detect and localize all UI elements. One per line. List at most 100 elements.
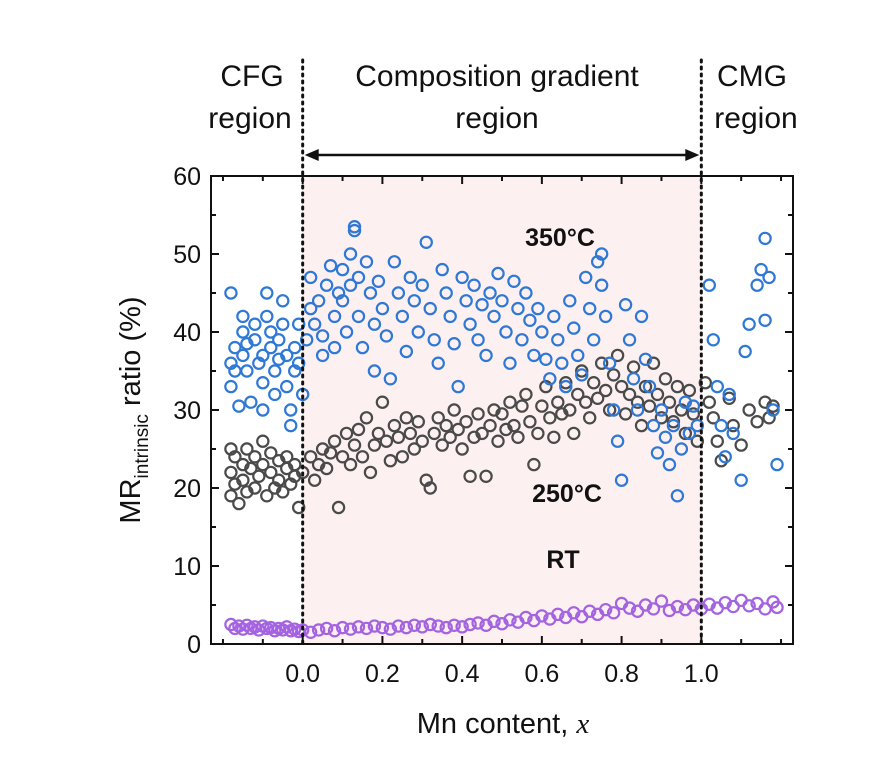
cfg-region-label-line2: region [208,102,291,135]
data-point [606,606,621,620]
data-point [666,418,681,433]
data-point [291,356,306,370]
series-350°C-points [224,219,784,503]
data-point [451,379,465,394]
data-point [742,599,756,613]
data-point [618,298,633,312]
data-point [563,294,577,308]
y-tick-label: 40 [173,319,201,347]
data-point [495,294,509,308]
data-point [630,403,645,417]
data-point [319,461,334,476]
x-tick-label: 1.0 [684,660,719,688]
data-point [399,620,414,635]
y-axis-title-rest: ratio (%) [115,296,147,414]
data-point [244,461,258,476]
data-point [614,379,629,394]
data-point [319,278,334,292]
data-point [415,278,429,292]
data-point [706,333,720,347]
data-point [327,624,342,638]
data-point [543,372,557,386]
data-point [299,333,314,347]
data-point [431,411,445,425]
data-point [335,294,350,308]
data-point [710,379,724,394]
data-point [750,415,764,429]
data-point [327,434,342,448]
data-point [339,325,354,339]
data-point [571,387,585,402]
data-point [463,317,477,331]
data-point [742,317,756,331]
data-point [435,438,449,452]
data-point [272,333,286,347]
data-point [706,411,720,425]
data-point [451,422,465,437]
data-point [264,446,278,460]
data-point [487,309,501,324]
data-point [323,259,338,273]
y-tick-label: 50 [173,241,201,269]
data-point [280,379,294,394]
data-point [590,391,605,405]
data-point [343,457,358,472]
data-point [411,325,425,339]
data-point [224,465,238,480]
data-point [766,399,780,413]
data-point [471,616,485,630]
data-point [276,317,290,331]
data-point [718,450,732,464]
data-point [307,317,322,331]
data-point [427,426,441,441]
data-point [236,309,250,324]
data-point [634,309,649,324]
data-point [339,426,354,441]
y-tick-label: 30 [173,397,201,425]
data-point [407,618,422,632]
data-point [519,286,533,300]
data-point [427,333,441,347]
data-point [240,442,254,456]
y-axis-title-main: MR [115,478,147,523]
data-point [738,344,752,359]
data-point [367,438,382,452]
data-point [284,403,298,417]
data-point [662,457,677,472]
data-point [535,609,549,623]
data-point [722,387,736,402]
data-point [686,399,701,413]
data-point [646,418,661,433]
data-point [531,301,545,316]
data-point [343,622,358,636]
data-point [515,333,529,347]
series-label-rt: RT [546,546,579,574]
data-point [327,309,342,324]
data-point [670,599,685,614]
data-point [383,622,398,636]
data-point [642,399,657,413]
x-axis-title-variable: x [575,708,589,740]
data-point [654,403,669,417]
data-point [379,329,394,343]
data-point [551,333,565,347]
data-point [515,399,529,413]
data-point [670,489,685,503]
data-point [355,450,370,464]
y-tick-label: 0 [187,631,201,659]
data-point [236,325,250,339]
data-point [431,619,445,633]
y-tick-label: 10 [173,553,201,581]
data-point [722,391,736,405]
data-point [256,403,270,417]
data-point [268,364,282,378]
data-point [403,426,418,441]
cmg-region-label-line2: region [714,102,797,135]
data-point [586,333,601,347]
data-point [471,407,485,421]
data-point [236,473,250,487]
x-tick-label: 0.8 [604,660,639,688]
data-point [415,434,429,448]
data-point [391,286,406,300]
x-tick-label: 0.0 [285,660,320,688]
